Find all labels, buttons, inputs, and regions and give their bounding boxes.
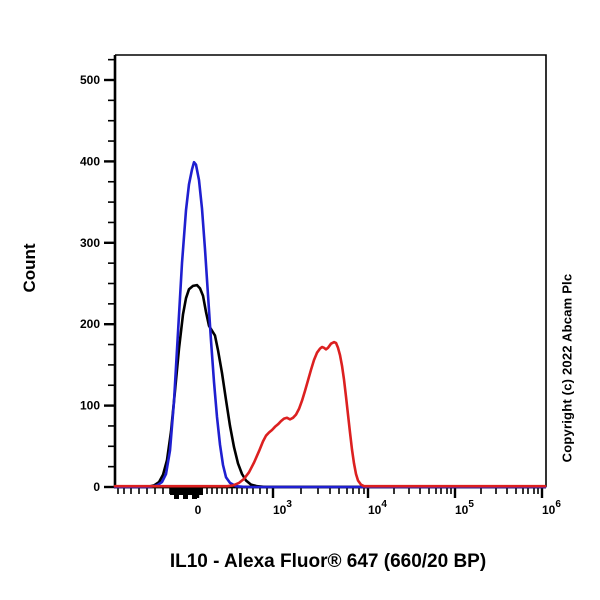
y-axis-title: Count [20,243,39,293]
zero-region-tick-tooth [183,487,188,499]
y-tick-label: 300 [80,236,100,250]
plot-frame [115,54,547,487]
chart-title: IL10 - Alexa Fluor® 647 (660/20 BP) [169,551,487,572]
y-tick-label: 500 [80,73,100,87]
x-tick-label: 0 [195,503,202,517]
x-tick-label: 105 [455,499,474,517]
copyright-notice: Copyright (c) 2022 Abcam Plc [559,273,575,463]
x-tick-label: 103 [273,499,292,517]
y-tick-label: 0 [93,480,100,494]
x-tick-label: 104 [368,499,387,517]
zero-region-tick-tooth [192,487,197,499]
x-tick-label: 106 [542,499,561,517]
curve-black-control-curve [113,283,547,489]
y-tick-label: 100 [80,399,100,413]
y-tick-label: 200 [80,317,100,331]
zero-region-tick-tooth [174,487,179,499]
curve-blue-control-curve [113,160,547,489]
curve-red-il10-stained-curve [113,340,547,488]
y-tick-label: 400 [80,154,100,168]
